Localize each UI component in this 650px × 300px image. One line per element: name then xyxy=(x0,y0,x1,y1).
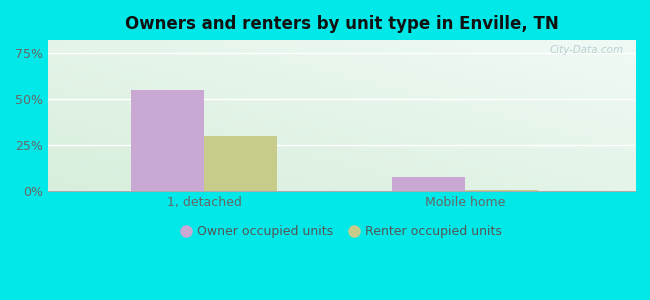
Bar xyxy=(131,90,205,191)
Bar xyxy=(205,136,278,191)
Text: City-Data.com: City-Data.com xyxy=(549,45,623,55)
Legend: Owner occupied units, Renter occupied units: Owner occupied units, Renter occupied un… xyxy=(177,222,506,242)
Bar xyxy=(393,178,465,191)
Title: Owners and renters by unit type in Enville, TN: Owners and renters by unit type in Envil… xyxy=(125,15,558,33)
Bar xyxy=(465,190,538,191)
